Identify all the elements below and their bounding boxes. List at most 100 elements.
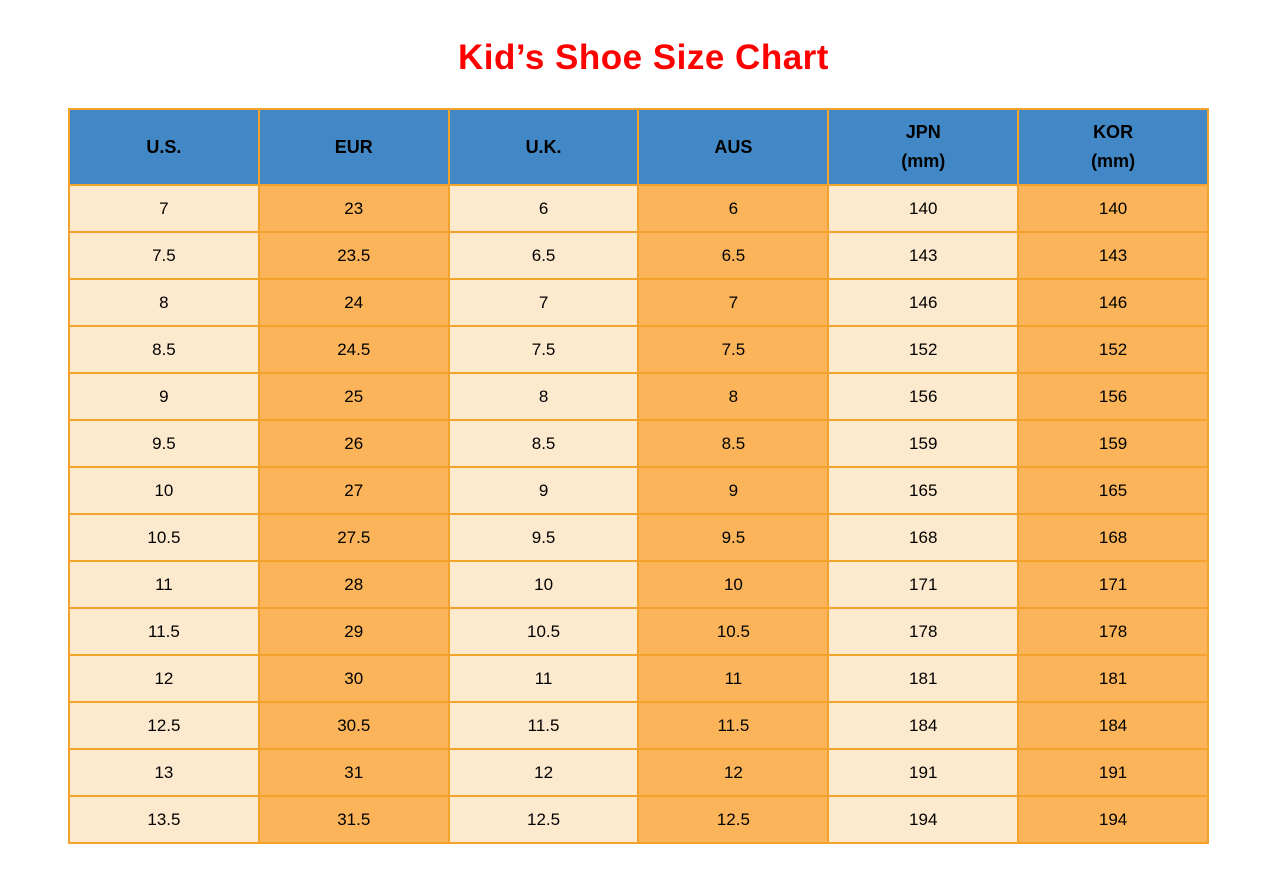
column-header-kor: KOR (mm) (1017, 108, 1209, 186)
shoe-size-table-container: U.S. EUR U.K. AUS JPN (mm) KOR (mm) 7 23 6 6 140 140… (68, 108, 1209, 844)
table-row: 8 24 7 7 146 146 (68, 278, 1209, 327)
table-cell: 159 (1017, 419, 1209, 468)
table-cell: 140 (1017, 184, 1209, 233)
table-cell: 8.5 (637, 419, 830, 468)
table-cell: 140 (827, 184, 1020, 233)
table-cell: 6.5 (447, 231, 640, 280)
table-body: 7 23 6 6 140 140 7.5 23.5 6.5 6.5 143 143 8 24 7 7 146 14… (68, 184, 1209, 844)
table-row: 7 23 6 6 140 140 (68, 184, 1209, 233)
table-cell: 10.5 (68, 513, 260, 562)
table-cell: 156 (1017, 372, 1209, 421)
table-row: 10.5 27.5 9.5 9.5 168 168 (68, 513, 1209, 562)
column-label: EUR (334, 136, 373, 157)
table-cell: 156 (827, 372, 1020, 421)
table-cell: 24 (257, 278, 450, 327)
table-cell: 146 (827, 278, 1020, 327)
table-cell: 11.5 (637, 701, 830, 750)
table-cell: 8.5 (447, 419, 640, 468)
table-cell: 30 (257, 654, 450, 703)
table-cell: 6 (447, 184, 640, 233)
column-label: KOR (1093, 122, 1134, 143)
table-cell: 11 (68, 560, 260, 609)
table-cell: 26 (257, 419, 450, 468)
table-cell: 9 (637, 466, 830, 515)
table-cell: 24.5 (257, 325, 450, 374)
column-header-uk: U.K. (447, 108, 640, 186)
table-cell: 25 (257, 372, 450, 421)
table-cell: 27 (257, 466, 450, 515)
table-cell: 191 (827, 748, 1020, 797)
table-cell: 13.5 (68, 795, 260, 844)
table-cell: 171 (827, 560, 1020, 609)
table-cell: 10.5 (447, 607, 640, 656)
table-row: 10 27 9 9 165 165 (68, 466, 1209, 515)
table-cell: 9.5 (68, 419, 260, 468)
table-cell: 165 (1017, 466, 1209, 515)
column-label: U.K. (525, 136, 562, 157)
table-cell: 168 (1017, 513, 1209, 562)
table-cell: 10.5 (637, 607, 830, 656)
table-cell: 10 (447, 560, 640, 609)
table-cell: 12.5 (637, 795, 830, 844)
table-cell: 11 (447, 654, 640, 703)
table-cell: 152 (1017, 325, 1209, 374)
table-cell: 178 (827, 607, 1020, 656)
column-header-us: U.S. (68, 108, 260, 186)
table-cell: 146 (1017, 278, 1209, 327)
table-row: 9 25 8 8 156 156 (68, 372, 1209, 421)
table-cell: 165 (827, 466, 1020, 515)
table-cell: 27.5 (257, 513, 450, 562)
table-cell: 8.5 (68, 325, 260, 374)
table-cell: 8 (447, 372, 640, 421)
table-cell: 28 (257, 560, 450, 609)
table-cell: 6 (637, 184, 830, 233)
table-cell: 12 (447, 748, 640, 797)
table-row: 13.5 31.5 12.5 12.5 194 194 (68, 795, 1209, 844)
table-cell: 171 (1017, 560, 1209, 609)
table-cell: 12.5 (68, 701, 260, 750)
table-cell: 7.5 (447, 325, 640, 374)
column-label: JPN (905, 122, 941, 143)
table-cell: 29 (257, 607, 450, 656)
table-cell: 9 (68, 372, 260, 421)
table-row: 8.5 24.5 7.5 7.5 152 152 (68, 325, 1209, 374)
table-row: 12 30 11 11 181 181 (68, 654, 1209, 703)
table-cell: 7.5 (68, 231, 260, 280)
table-cell: 152 (827, 325, 1020, 374)
table-cell: 12.5 (447, 795, 640, 844)
table-cell: 10 (68, 466, 260, 515)
column-header-jpn: JPN (mm) (827, 108, 1020, 186)
table-cell: 7.5 (637, 325, 830, 374)
table-cell: 31.5 (257, 795, 450, 844)
table-cell: 11 (637, 654, 830, 703)
table-cell: 6.5 (637, 231, 830, 280)
table-cell: 194 (1017, 795, 1209, 844)
table-cell: 9.5 (447, 513, 640, 562)
table-cell: 8 (68, 278, 260, 327)
table-cell: 184 (1017, 701, 1209, 750)
table-cell: 194 (827, 795, 1020, 844)
table-cell: 7 (68, 184, 260, 233)
table-cell: 178 (1017, 607, 1209, 656)
table-row: 11 28 10 10 171 171 (68, 560, 1209, 609)
table-cell: 9.5 (637, 513, 830, 562)
table-cell: 7 (637, 278, 830, 327)
table-row: 12.5 30.5 11.5 11.5 184 184 (68, 701, 1209, 750)
table-cell: 30.5 (257, 701, 450, 750)
header-row: U.S. EUR U.K. AUS JPN (mm) KOR (mm) (68, 108, 1209, 186)
table-cell: 159 (827, 419, 1020, 468)
column-sublabel: (mm) (901, 151, 946, 171)
table-cell: 168 (827, 513, 1020, 562)
table-cell: 184 (827, 701, 1020, 750)
table-cell: 181 (827, 654, 1020, 703)
table-cell: 12 (68, 654, 260, 703)
column-header-eur: EUR (257, 108, 450, 186)
table-cell: 191 (1017, 748, 1209, 797)
table-row: 13 31 12 12 191 191 (68, 748, 1209, 797)
column-label: U.S. (146, 136, 182, 157)
table-row: 7.5 23.5 6.5 6.5 143 143 (68, 231, 1209, 280)
shoe-size-table: U.S. EUR U.K. AUS JPN (mm) KOR (mm) 7 23 6 6 140 140… (68, 108, 1209, 844)
table-cell: 143 (827, 231, 1020, 280)
table-cell: 10 (637, 560, 830, 609)
table-cell: 31 (257, 748, 450, 797)
